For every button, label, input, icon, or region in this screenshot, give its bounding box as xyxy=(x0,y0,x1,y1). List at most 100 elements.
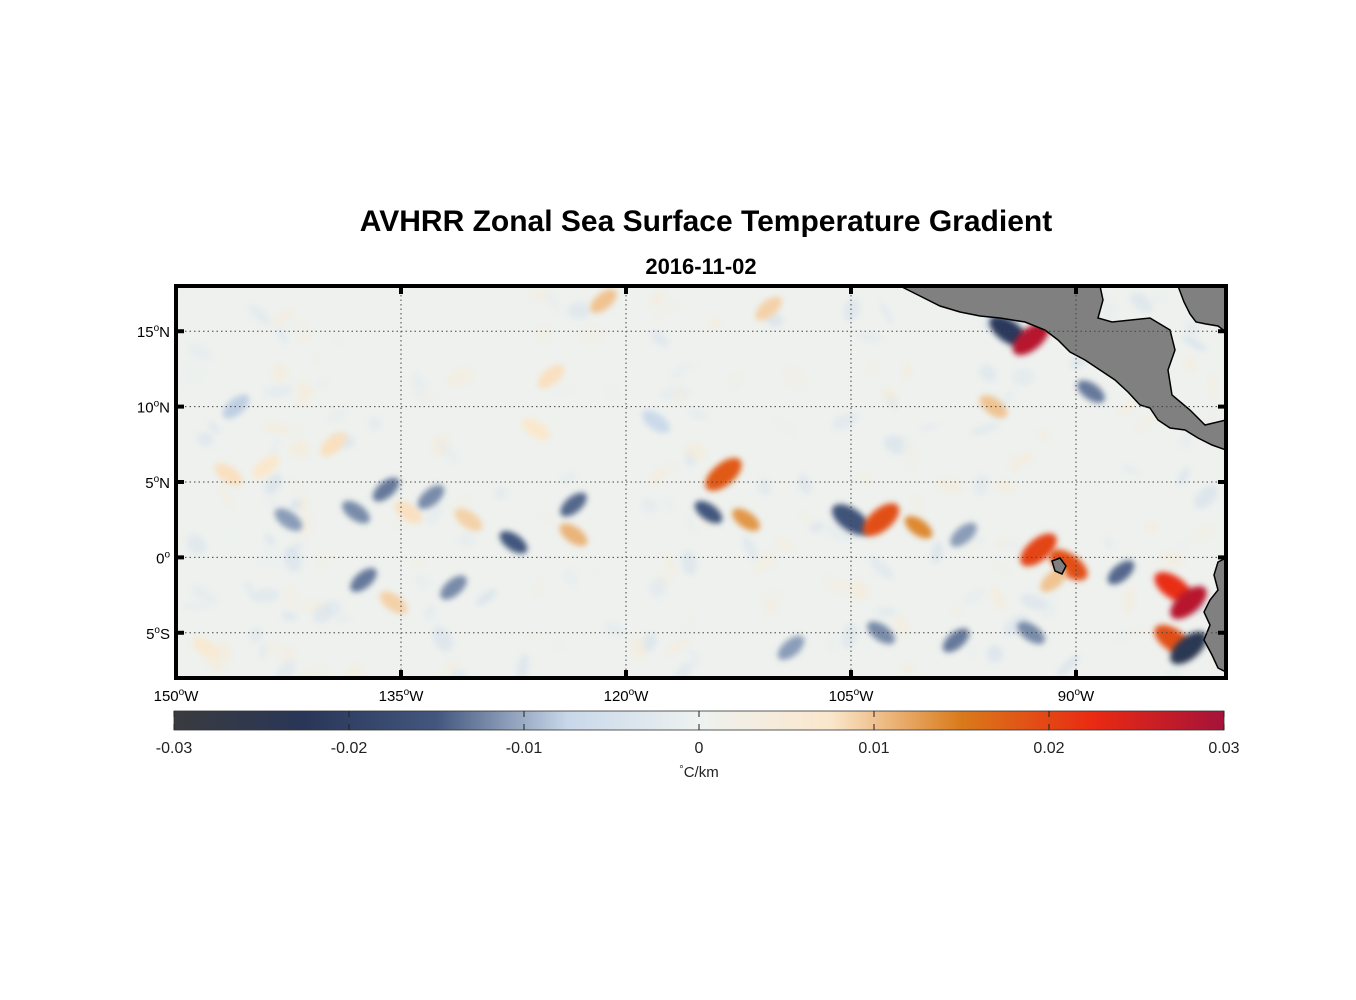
background-texture-blob xyxy=(418,386,438,404)
background-texture-blob xyxy=(855,332,884,342)
colorbar-tick-label: 0 xyxy=(694,740,704,757)
background-texture-blob xyxy=(179,603,212,610)
frame-ticks xyxy=(174,286,1226,678)
background-texture-blob xyxy=(630,515,645,545)
background-texture-blob xyxy=(809,521,824,533)
background-texture-blob xyxy=(1150,292,1166,304)
central-america-land xyxy=(899,286,1226,451)
background-texture-blob xyxy=(1056,654,1080,677)
chart-subtitle: 2016-11-02 xyxy=(645,254,757,279)
background-texture-blob xyxy=(687,409,709,420)
background-texture-blob xyxy=(249,627,263,644)
background-texture-blob xyxy=(879,301,894,326)
background-texture-blob xyxy=(294,415,307,445)
background-texture-blob xyxy=(261,423,293,434)
background-texture-blob xyxy=(1179,429,1193,449)
background-texture-blob xyxy=(289,498,302,511)
background-texture-blob xyxy=(910,494,925,511)
gradient-feature xyxy=(454,508,483,531)
background-texture-blob xyxy=(517,653,530,678)
colorbar-tick-label: -0.01 xyxy=(505,740,543,757)
background-texture-blob xyxy=(754,551,777,574)
colorbar-ticks xyxy=(173,711,1225,730)
background-texture-blob xyxy=(797,474,812,495)
background-texture-blob xyxy=(954,361,974,381)
longitude-labels: 150oW 135oW 120oW 105oW 90oW xyxy=(154,687,1095,705)
background-texture-blob xyxy=(1004,539,1022,550)
background-texture-blob xyxy=(316,378,329,389)
background-texture-blob xyxy=(587,567,600,577)
background-texture-blob xyxy=(190,585,218,605)
background-texture-blob xyxy=(311,352,321,364)
background-texture-blob xyxy=(313,604,332,624)
background-texture-blob xyxy=(655,300,683,317)
background-texture-blob xyxy=(186,534,207,556)
background-texture-blob xyxy=(665,635,691,656)
background-texture-blob xyxy=(630,637,646,660)
background-texture-blob xyxy=(224,570,247,584)
background-texture-blob xyxy=(777,615,795,625)
gradient-feature xyxy=(642,410,670,433)
background-texture-blob xyxy=(427,611,450,629)
background-texture-blob xyxy=(1019,452,1034,465)
gradient-feature xyxy=(192,636,220,660)
background-texture-blob xyxy=(414,574,431,589)
gradient-feature xyxy=(214,463,243,486)
background-texture-blob xyxy=(259,605,271,623)
colorbar-unit-label: °C/km xyxy=(0,764,1356,781)
gradient-feature xyxy=(372,477,400,502)
background-texture-blob xyxy=(281,611,297,622)
background-texture-blob xyxy=(783,365,807,390)
colorbar-tick-label: 0.02 xyxy=(1033,740,1065,757)
gradient-feature xyxy=(559,523,588,547)
degree-symbol: ° xyxy=(679,764,684,776)
background-texture-blob xyxy=(1121,464,1142,475)
background-texture-blob xyxy=(276,326,289,344)
colorbar-tick-label: -0.02 xyxy=(330,740,368,757)
background-texture-blob xyxy=(661,551,678,576)
background-texture-blob xyxy=(525,632,540,642)
background-texture-blob xyxy=(550,385,578,396)
background-texture-blob xyxy=(271,307,296,327)
gradient-feature xyxy=(950,522,977,547)
background-texture-blob xyxy=(1181,334,1207,352)
background-texture-blob xyxy=(672,662,693,678)
land-masses xyxy=(899,286,1226,673)
background-texture-blob xyxy=(299,511,313,539)
background-texture-blob xyxy=(284,584,297,611)
background-texture-blob xyxy=(560,472,578,483)
background-texture-blob xyxy=(962,587,986,606)
background-texture-blob xyxy=(312,550,334,573)
background-texture-blob xyxy=(901,362,913,381)
gradient-feature xyxy=(942,628,970,653)
background-texture-blob xyxy=(347,354,362,378)
gradient-feature xyxy=(1170,586,1207,620)
background-texture-blob xyxy=(761,586,787,601)
background-texture-blob xyxy=(843,297,861,322)
background-texture-blob xyxy=(994,479,1016,494)
background-texture-blob xyxy=(1190,525,1218,544)
background-texture-blob xyxy=(1118,399,1136,415)
sst-gradient-field xyxy=(176,286,1226,678)
background-texture-blob xyxy=(1160,551,1186,567)
gradient-feature xyxy=(342,500,370,524)
background-texture-blob xyxy=(990,586,1006,610)
colorbar xyxy=(174,711,1224,730)
background-texture-blob xyxy=(532,576,545,598)
background-texture-blob xyxy=(258,642,268,660)
background-texture-blob xyxy=(409,449,419,464)
background-texture-blob xyxy=(988,558,1014,579)
background-texture-blob xyxy=(265,642,277,656)
gradient-feature xyxy=(379,591,408,614)
background-texture-blob xyxy=(176,289,189,300)
background-texture-blob xyxy=(950,603,965,618)
gradient-feature xyxy=(867,621,895,645)
gradient-feature xyxy=(590,289,617,314)
gradient-feature xyxy=(350,568,377,592)
background-texture-blob xyxy=(681,550,697,576)
background-texture-blob xyxy=(271,362,289,383)
background-texture-blob xyxy=(318,574,335,592)
background-texture-blob xyxy=(671,525,688,541)
background-texture-blob xyxy=(824,576,850,594)
